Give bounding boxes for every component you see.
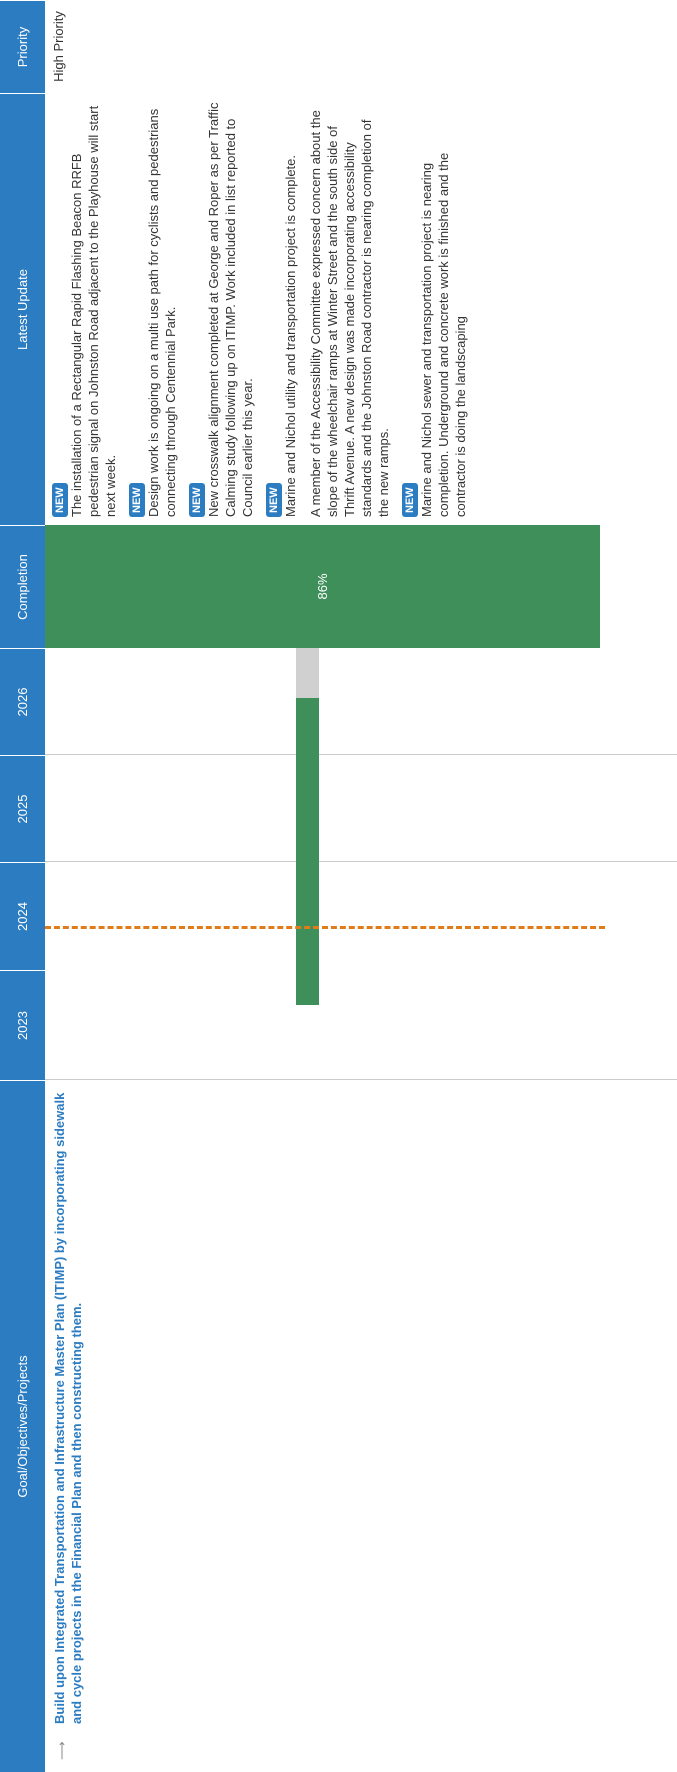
divider (45, 1079, 677, 1080)
arrow-icon: ⟶ (54, 1741, 69, 1760)
update-text: A member of the Accessibility Committee … (308, 110, 391, 517)
update-item: NEW Design work is ongoing on a multi use… (127, 101, 179, 517)
update-text: Marine and Nichol sewer and transportati… (419, 152, 468, 517)
new-badge: NEW (189, 483, 205, 517)
update-text: The installation of a Rectangular Rapid … (69, 105, 118, 517)
gantt-progress (296, 697, 319, 1005)
goal-cell: ⟶ Build upon Integrated Transportation an… (45, 1080, 677, 1772)
priority: High Priority (51, 11, 66, 82)
header-cell: Completion (0, 525, 45, 648)
update-text: Design work is ongoing on a multi use pa… (146, 108, 178, 517)
updates-cell: NEW The installation of a Rectangular Rap… (45, 93, 677, 525)
completion-block: 86% (45, 525, 600, 648)
completion-cell: 86% (45, 525, 677, 648)
goal-text[interactable]: Build upon Integrated Transportation and… (52, 1092, 84, 1724)
update-item: NEW New crosswalk alignment completed at … (187, 101, 256, 517)
new-badge: NEW (52, 483, 68, 517)
header-cell: Priority (0, 0, 45, 93)
update-item: NEW The installation of a Rectangular Rap… (50, 101, 119, 517)
gantt-track (296, 648, 319, 1005)
completion-label: 86% (315, 573, 330, 600)
header-cell: 2023 (0, 970, 45, 1080)
header-cell: 2026 (0, 648, 45, 755)
header-cell: Goal/Objectives/Projects (0, 1080, 45, 1772)
today-marker (45, 926, 605, 929)
year-grid (45, 754, 677, 755)
header-cell: Latest Update (0, 93, 45, 525)
update-item: A member of the Accessibility Committee … (307, 101, 392, 517)
header-cell: 2025 (0, 755, 45, 862)
update-text: New crosswalk alignment completed at Geo… (206, 102, 255, 517)
new-badge: NEW (129, 483, 145, 517)
update-item: NEW Marine and Nichol sewer and transport… (400, 101, 469, 517)
priority-cell: High Priority (45, 0, 677, 93)
year-grid (45, 861, 677, 862)
new-badge: NEW (402, 483, 418, 517)
update-text: Marine and Nichol utility and transporta… (283, 154, 298, 517)
header-cell: 2024 (0, 862, 45, 970)
update-item: NEW Marine and Nichol utility and transpo… (264, 101, 299, 517)
new-badge: NEW (266, 483, 282, 517)
